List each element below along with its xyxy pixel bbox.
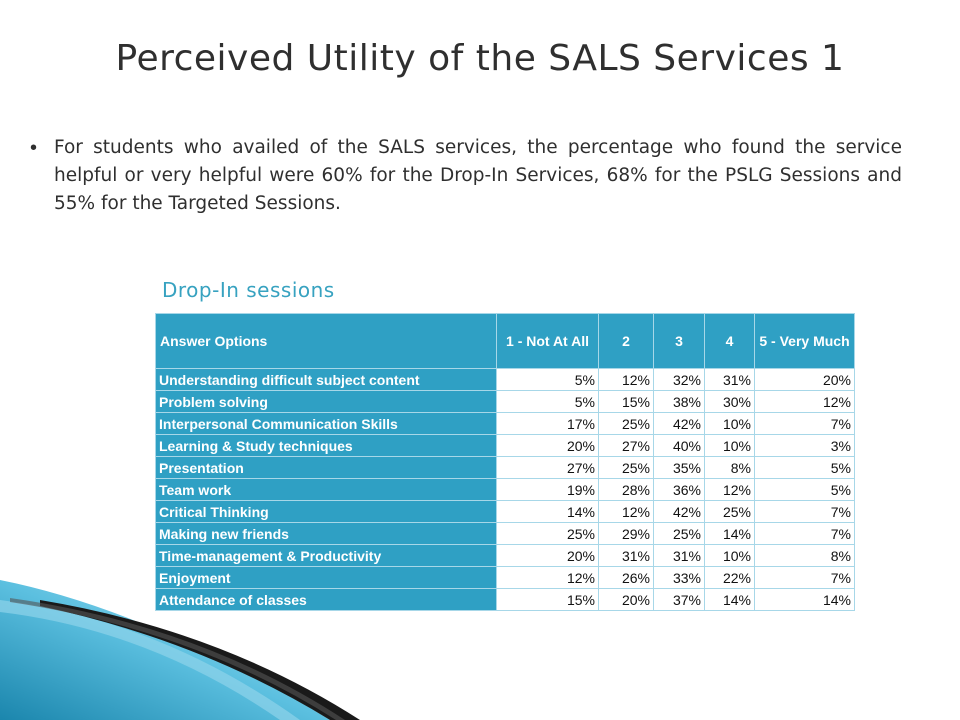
header-very-much: 5 - Very Much bbox=[754, 313, 855, 369]
row-label: Learning & Study techniques bbox=[155, 434, 497, 457]
table-row: Learning & Study techniques 20% 27% 40% 10% 3… bbox=[155, 434, 855, 457]
table-cell: 15% bbox=[496, 588, 599, 611]
table-cell: 36% bbox=[653, 478, 705, 501]
table-cell: 15% bbox=[598, 390, 654, 413]
table-cell: 30% bbox=[704, 390, 755, 413]
table-cell: 7% bbox=[754, 412, 855, 435]
row-label: Making new friends bbox=[155, 522, 497, 545]
table-cell: 17% bbox=[496, 412, 599, 435]
table-cell: 26% bbox=[598, 566, 654, 589]
table-row: Interpersonal Communication Skills 17% 25%… bbox=[155, 412, 855, 435]
row-label: Enjoyment bbox=[155, 566, 497, 589]
table-row: Time-management & Productivity 20% 31% 31% 1… bbox=[155, 544, 855, 567]
table-cell: 35% bbox=[653, 456, 705, 479]
table-cell: 31% bbox=[704, 368, 755, 391]
table-cell: 8% bbox=[754, 544, 855, 567]
table-cell: 19% bbox=[496, 478, 599, 501]
table-cell: 12% bbox=[598, 368, 654, 391]
header-2: 2 bbox=[598, 313, 654, 369]
table-cell: 5% bbox=[496, 368, 599, 391]
table-cell: 27% bbox=[598, 434, 654, 457]
table-cell: 10% bbox=[704, 544, 755, 567]
table-row: Enjoyment 12% 26% 33% 22% 7% bbox=[155, 566, 855, 589]
table-subtitle: Drop-In sessions bbox=[162, 278, 335, 302]
table-cell: 37% bbox=[653, 588, 705, 611]
table-cell: 25% bbox=[598, 456, 654, 479]
bullet-marker: • bbox=[30, 137, 38, 159]
table-cell: 25% bbox=[496, 522, 599, 545]
table-cell: 7% bbox=[754, 566, 855, 589]
row-label: Team work bbox=[155, 478, 497, 501]
table-cell: 20% bbox=[496, 434, 599, 457]
table-cell: 20% bbox=[754, 368, 855, 391]
table-cell: 33% bbox=[653, 566, 705, 589]
table-cell: 25% bbox=[704, 500, 755, 523]
table-cell: 14% bbox=[496, 500, 599, 523]
header-not-at-all: 1 - Not At All bbox=[496, 313, 599, 369]
header-3: 3 bbox=[653, 313, 705, 369]
table-cell: 7% bbox=[754, 500, 855, 523]
bullet-point: • For students who availed of the SALS s… bbox=[30, 134, 902, 218]
table-cell: 20% bbox=[496, 544, 599, 567]
table-row: Critical Thinking 14% 12% 42% 25% 7% bbox=[155, 500, 855, 523]
table-cell: 12% bbox=[754, 390, 855, 413]
table-cell: 42% bbox=[653, 412, 705, 435]
table-cell: 29% bbox=[598, 522, 654, 545]
table-cell: 5% bbox=[754, 456, 855, 479]
row-label: Interpersonal Communication Skills bbox=[155, 412, 497, 435]
table-cell: 5% bbox=[496, 390, 599, 413]
table-cell: 10% bbox=[704, 412, 755, 435]
table-cell: 27% bbox=[496, 456, 599, 479]
table-cell: 12% bbox=[496, 566, 599, 589]
table-cell: 20% bbox=[598, 588, 654, 611]
table-row: Attendance of classes 15% 20% 37% 14% 14% bbox=[155, 588, 855, 611]
table-cell: 14% bbox=[754, 588, 855, 611]
row-label: Attendance of classes bbox=[155, 588, 497, 611]
table-cell: 10% bbox=[704, 434, 755, 457]
results-table: Answer Options 1 - Not At All 2 3 4 5 - … bbox=[155, 313, 855, 611]
table-cell: 28% bbox=[598, 478, 654, 501]
table-cell: 25% bbox=[598, 412, 654, 435]
table-row: Understanding difficult subject content 5… bbox=[155, 368, 855, 391]
header-4: 4 bbox=[704, 313, 755, 369]
row-label: Critical Thinking bbox=[155, 500, 497, 523]
table-cell: 31% bbox=[598, 544, 654, 567]
table-cell: 12% bbox=[704, 478, 755, 501]
table-cell: 25% bbox=[653, 522, 705, 545]
table-row: Presentation 27% 25% 35% 8% 5% bbox=[155, 456, 855, 479]
table-cell: 14% bbox=[704, 588, 755, 611]
table-cell: 12% bbox=[598, 500, 654, 523]
slide-title: Perceived Utility of the SALS Services 1 bbox=[115, 38, 845, 79]
table-header-row: Answer Options 1 - Not At All 2 3 4 5 - … bbox=[155, 313, 855, 369]
table-row: Problem solving 5% 15% 38% 30% 12% bbox=[155, 390, 855, 413]
table-body: Understanding difficult subject content 5… bbox=[155, 368, 855, 611]
table-cell: 38% bbox=[653, 390, 705, 413]
table-cell: 14% bbox=[704, 522, 755, 545]
table-cell: 8% bbox=[704, 456, 755, 479]
table-cell: 42% bbox=[653, 500, 705, 523]
table-cell: 7% bbox=[754, 522, 855, 545]
row-label: Time-management & Productivity bbox=[155, 544, 497, 567]
table-cell: 40% bbox=[653, 434, 705, 457]
bullet-text: For students who availed of the SALS ser… bbox=[54, 137, 902, 214]
table-cell: 22% bbox=[704, 566, 755, 589]
table-cell: 3% bbox=[754, 434, 855, 457]
header-answer-options: Answer Options bbox=[155, 313, 497, 369]
table-cell: 31% bbox=[653, 544, 705, 567]
table-cell: 5% bbox=[754, 478, 855, 501]
table-row: Team work 19% 28% 36% 12% 5% bbox=[155, 478, 855, 501]
row-label: Presentation bbox=[155, 456, 497, 479]
table-cell: 32% bbox=[653, 368, 705, 391]
row-label: Understanding difficult subject content bbox=[155, 368, 497, 391]
table-row: Making new friends 25% 29% 25% 14% 7% bbox=[155, 522, 855, 545]
row-label: Problem solving bbox=[155, 390, 497, 413]
